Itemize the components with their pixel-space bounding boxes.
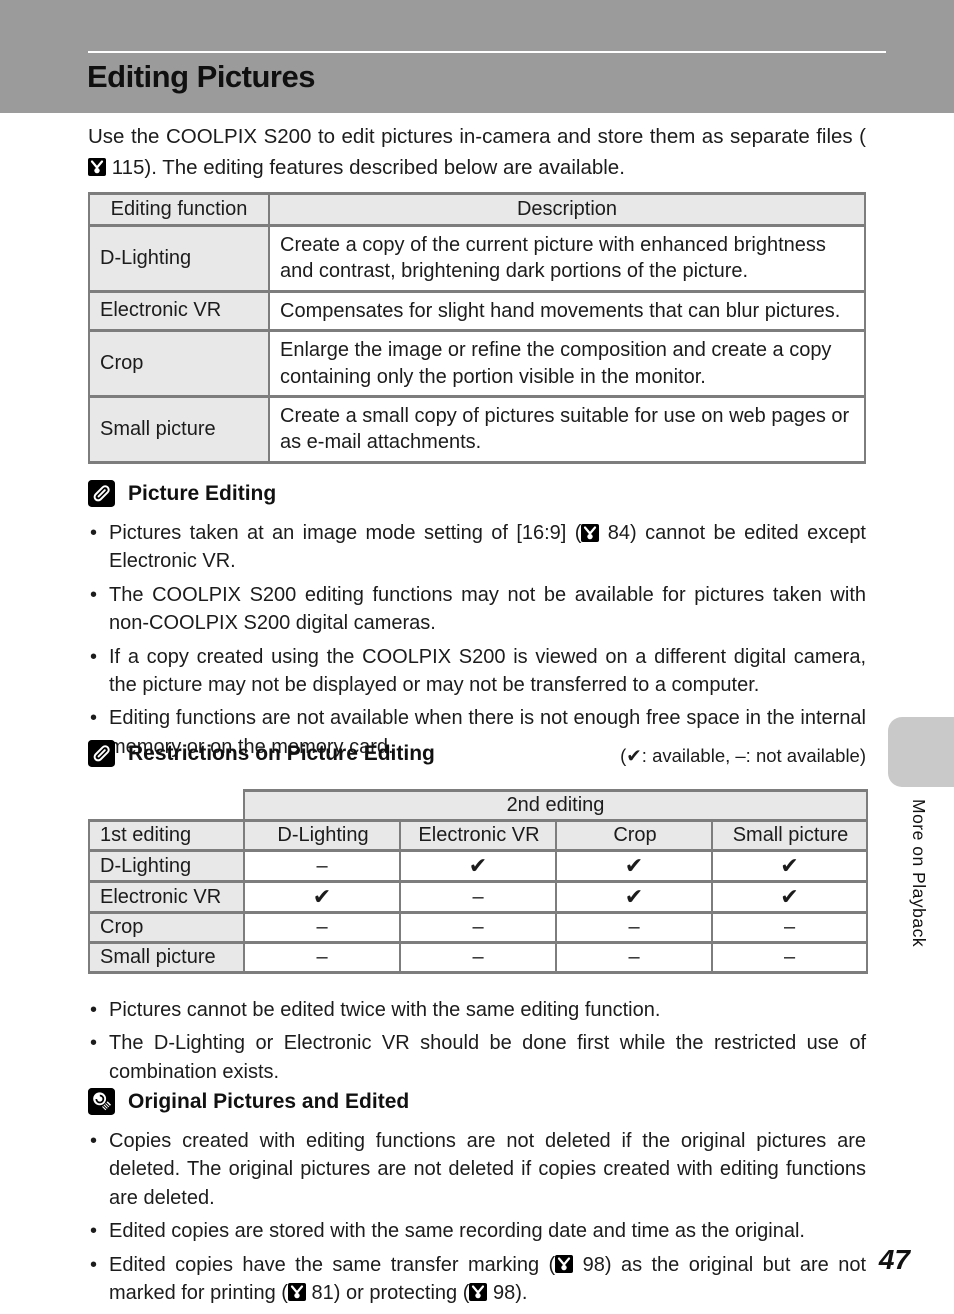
page-reference-icon (287, 1283, 306, 1302)
availability-cell: ✔ (555, 880, 713, 915)
table-row: Crop Enlarge the image or refine the com… (88, 329, 866, 398)
availability-cell: – (399, 880, 557, 915)
matrix-row: D-Lighting – ✔ ✔ ✔ (88, 848, 868, 884)
section-picture-editing-heading: Picture Editing (88, 480, 866, 507)
availability-cell: ✔ (243, 880, 401, 915)
availability-cell: ✔ (555, 848, 713, 884)
bullet-text: The D-Lighting or Electronic VR should b… (109, 1032, 866, 1083)
note-icon (88, 480, 115, 507)
column-header: Electronic VR (399, 819, 557, 852)
bullet-text: Editing functions are not available when… (109, 707, 866, 758)
picture-editing-notes: Pictures taken at an image mode setting … (88, 519, 866, 766)
page-number: 47 (878, 1244, 910, 1275)
availability-cell: – (555, 941, 713, 975)
editing-functions-table: Editing function Description D-Lighting … (88, 192, 866, 464)
section-title: Restrictions on Picture Editing (128, 741, 435, 765)
span-header-row: 2nd editing (89, 789, 868, 822)
bullet-text: Edited copies have the same transfer mar… (109, 1253, 556, 1276)
column-header: Crop (555, 819, 713, 852)
bullet-text: 81) or protecting ( (305, 1281, 470, 1304)
availability-cell: ✔ (711, 880, 868, 915)
availability-cell: – (399, 941, 557, 975)
function-description: Compensates for slight hand movements th… (268, 289, 866, 333)
row-label: Crop (88, 911, 245, 945)
function-name: D-Lighting (88, 224, 270, 293)
matrix-header-row: 1st editing D-Lighting Electronic VR Cro… (88, 819, 868, 852)
bullet-text: Copies created with editing functions ar… (109, 1130, 866, 1209)
bullet-text: 98) as the original but are not marked f… (109, 1253, 866, 1304)
banner-divider (88, 51, 886, 53)
note-icon (88, 740, 115, 767)
matrix-row: Electronic VR ✔ – ✔ ✔ (88, 880, 868, 915)
first-editing-header: 1st editing (88, 819, 245, 852)
list-item: Copies created with editing functions ar… (88, 1127, 866, 1212)
blank-cell (89, 790, 244, 821)
chapter-tab (888, 717, 954, 787)
intro-text: 115). The editing features described bel… (106, 155, 625, 179)
bullet-text: 84) cannot be edited except Electronic V… (109, 522, 866, 573)
table-row: Small picture Create a small copy of pic… (88, 394, 866, 464)
list-item: The D-Lighting or Electronic VR should b… (88, 1029, 866, 1086)
availability-cell: – (243, 941, 401, 975)
bullet-text: Pictures taken at an image mode setting … (109, 522, 582, 544)
availability-cell: ✔ (399, 848, 557, 884)
list-item: The COOLPIX S200 editing functions may n… (88, 581, 866, 638)
availability-legend: (✔: available, –: not available) (620, 745, 866, 766)
chapter-label: More on Playback (909, 799, 929, 948)
column-header-function: Editing function (88, 192, 270, 227)
section-restrictions-heading: Restrictions on Picture Editing (✔: avai… (88, 740, 866, 767)
matrix-row: Small picture – – – – (88, 941, 868, 975)
list-item: Editing functions are not available when… (88, 704, 866, 761)
availability-cell: – (711, 941, 868, 975)
availability-cell: – (243, 911, 401, 945)
list-item: If a copy created using the COOLPIX S200… (88, 643, 866, 700)
originals-notes: Copies created with editing functions ar… (88, 1127, 866, 1312)
bullet-text: 98). (487, 1281, 528, 1304)
availability-cell: – (555, 911, 713, 945)
restrictions-notes: Pictures cannot be edited twice with the… (88, 996, 866, 1091)
table-row: Electronic VR Compensates for slight han… (88, 289, 866, 333)
row-label: Small picture (88, 941, 245, 975)
table-header-row: Editing function Description (88, 192, 866, 227)
second-editing-header: 2nd editing (243, 789, 868, 822)
row-label: Electronic VR (88, 880, 245, 915)
availability-cell: – (243, 848, 401, 884)
list-item: Edited copies have the same transfer mar… (88, 1251, 866, 1308)
section-title: Original Pictures and Edited (128, 1089, 410, 1113)
list-item: Pictures cannot be edited twice with the… (88, 996, 866, 1025)
column-header: D-Lighting (243, 819, 401, 852)
list-item: Pictures taken at an image mode setting … (88, 519, 866, 576)
function-name: Electronic VR (88, 289, 270, 333)
matrix-row: Crop – – – – (88, 911, 868, 945)
function-description: Create a small copy of pictures suitable… (268, 394, 866, 464)
row-label: D-Lighting (88, 848, 245, 884)
tip-icon (88, 1088, 115, 1115)
column-header: Small picture (711, 819, 868, 852)
page-reference-icon (88, 158, 106, 177)
function-description: Enlarge the image or refine the composit… (268, 329, 866, 398)
section-originals-heading: Original Pictures and Edited (88, 1088, 866, 1115)
title-banner: Editing Pictures (0, 0, 954, 113)
section-title: Picture Editing (128, 481, 277, 505)
page-reference-icon (555, 1255, 574, 1274)
availability-cell: – (399, 911, 557, 945)
page-reference-icon (581, 523, 600, 542)
intro-paragraph: Use the COOLPIX S200 to edit pictures in… (88, 122, 866, 184)
availability-cell: – (711, 911, 868, 945)
intro-text: Use the COOLPIX S200 to edit pictures in… (88, 125, 866, 148)
bullet-text: The COOLPIX S200 editing functions may n… (109, 583, 866, 635)
function-name: Crop (88, 329, 270, 398)
list-item: Edited copies are stored with the same r… (88, 1217, 866, 1246)
column-header-description: Description (268, 192, 866, 227)
function-description: Create a copy of the current picture wit… (268, 224, 866, 293)
page-title: Editing Pictures (87, 59, 315, 94)
bullet-text: Edited copies are stored with the same r… (109, 1220, 805, 1243)
page-reference-icon (469, 1283, 488, 1302)
table-row: D-Lighting Create a copy of the current … (88, 224, 866, 293)
availability-cell: ✔ (711, 848, 868, 884)
function-name: Small picture (88, 394, 270, 464)
bullet-text: If a copy created using the COOLPIX S200… (109, 645, 866, 696)
bullet-text: Pictures cannot be edited twice with the… (109, 999, 661, 1021)
restrictions-table: 2nd editing 1st editing D-Lighting Elect… (88, 789, 868, 975)
